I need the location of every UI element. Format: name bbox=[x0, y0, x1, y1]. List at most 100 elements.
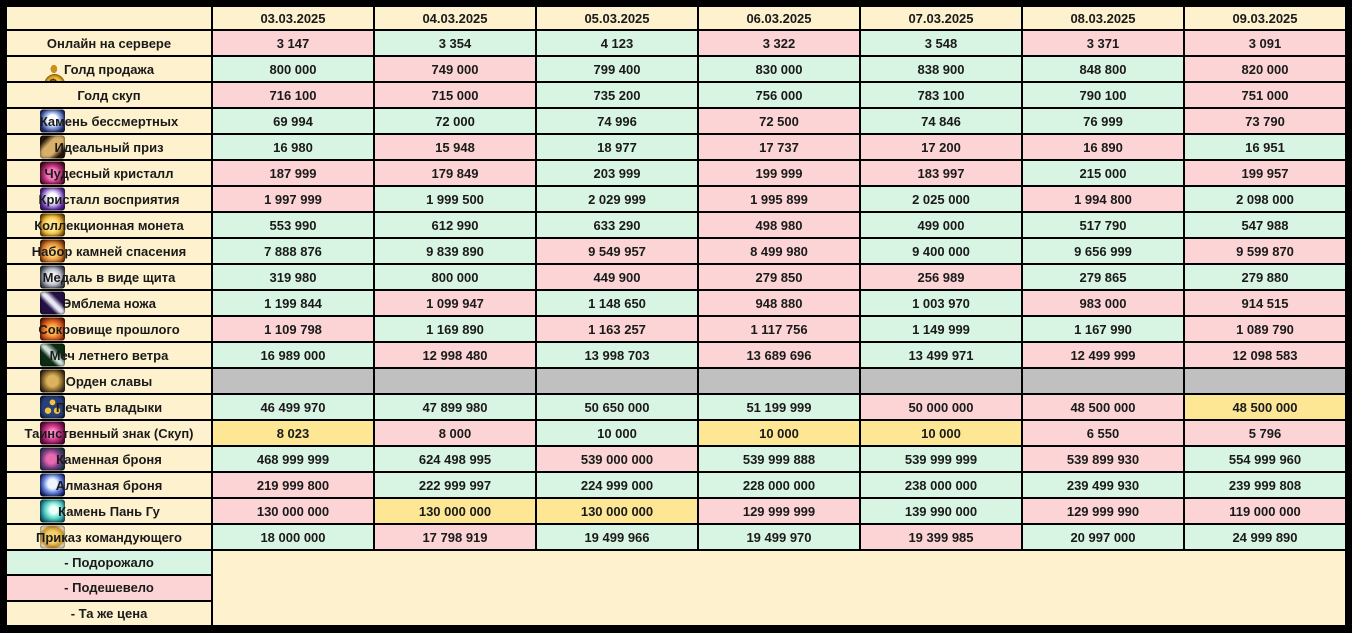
pangu-stone-icon bbox=[40, 499, 65, 523]
price-cell: 319 980 bbox=[213, 265, 375, 289]
price-cell bbox=[1185, 369, 1345, 393]
price-cell: 12 998 480 bbox=[375, 343, 537, 367]
perception-crystal-icon bbox=[40, 187, 65, 211]
row-label-cell: Голд скуп bbox=[7, 83, 213, 107]
price-cell: 1 167 990 bbox=[1023, 317, 1185, 341]
row-label: Голд скуп bbox=[77, 87, 141, 103]
table-row: Камень бессмертных 69 994 72 000 74 996 72 5… bbox=[7, 109, 1345, 135]
table-row: Приказ командующего 18 000 000 17 798 919 1… bbox=[7, 525, 1345, 551]
price-cell: 547 988 bbox=[1185, 213, 1345, 237]
ideal-prize-icon bbox=[40, 135, 65, 159]
price-cell: 179 849 bbox=[375, 161, 537, 185]
price-cell: 129 999 999 bbox=[699, 499, 861, 523]
price-cell: 715 000 bbox=[375, 83, 537, 107]
price-cell: 756 000 bbox=[699, 83, 861, 107]
legend-area: - Подорожало - Подешевело - Та же цена bbox=[7, 551, 1345, 625]
price-cell bbox=[375, 369, 537, 393]
row-label: Каменная броня bbox=[56, 451, 162, 467]
price-cell: 2 098 000 bbox=[1185, 187, 1345, 211]
price-cell: 130 000 000 bbox=[375, 499, 537, 523]
price-cell: 16 890 bbox=[1023, 135, 1185, 159]
price-cell: 539 999 888 bbox=[699, 447, 861, 471]
price-cell: 612 990 bbox=[375, 213, 537, 237]
price-cell: 6 550 bbox=[1023, 421, 1185, 445]
price-cell: 983 000 bbox=[1023, 291, 1185, 315]
price-cell bbox=[861, 369, 1023, 393]
price-cell: 838 900 bbox=[861, 57, 1023, 81]
price-cell: 948 880 bbox=[699, 291, 861, 315]
price-cell: 8 000 bbox=[375, 421, 537, 445]
price-cell: 17 798 919 bbox=[375, 525, 537, 549]
row-label: Сокровище прошлого bbox=[38, 321, 180, 337]
price-cell: 183 997 bbox=[861, 161, 1023, 185]
price-cell: 716 100 bbox=[213, 83, 375, 107]
price-cell: 18 977 bbox=[537, 135, 699, 159]
price-cell: 48 500 000 bbox=[1185, 395, 1345, 419]
price-cell: 9 599 870 bbox=[1185, 239, 1345, 263]
price-cell: 498 980 bbox=[699, 213, 861, 237]
price-cell: 499 000 bbox=[861, 213, 1023, 237]
price-cell: 24 999 890 bbox=[1185, 525, 1345, 549]
legend-column: - Подорожало - Подешевело - Та же цена bbox=[7, 551, 213, 625]
table-row: Меч летнего ветра 16 989 000 12 998 480 13 … bbox=[7, 343, 1345, 369]
price-cell: 539 999 999 bbox=[861, 447, 1023, 471]
row-label: Идеальный приз bbox=[54, 139, 164, 155]
price-cell: 1 994 800 bbox=[1023, 187, 1185, 211]
row-label-cell: Медаль в виде щита bbox=[7, 265, 213, 289]
price-cell: 1 089 790 bbox=[1185, 317, 1345, 341]
row-label-cell: Печать владыки bbox=[7, 395, 213, 419]
price-cell: 751 000 bbox=[1185, 83, 1345, 107]
table-row: Коллекционная монета 553 990 612 990 633 29… bbox=[7, 213, 1345, 239]
table-row: Орден славы bbox=[7, 369, 1345, 395]
price-cell: 74 846 bbox=[861, 109, 1023, 133]
table-row: Эмблема ножа 1 199 844 1 099 947 1 148 650 9… bbox=[7, 291, 1345, 317]
price-cell: 1 148 650 bbox=[537, 291, 699, 315]
price-cell: 3 354 bbox=[375, 31, 537, 55]
row-label-cell: Набор камней спасения bbox=[7, 239, 213, 263]
table-row: Алмазная броня 219 999 800 222 999 997 224 … bbox=[7, 473, 1345, 499]
price-cell: 13 689 696 bbox=[699, 343, 861, 367]
price-cell bbox=[699, 369, 861, 393]
price-cell: 449 900 bbox=[537, 265, 699, 289]
table-row: Таинственный знак (Скуп) 8 023 8 000 10 000… bbox=[7, 421, 1345, 447]
row-label: Коллекционная монета bbox=[34, 217, 184, 233]
row-label-cell: Чудесный кристалл bbox=[7, 161, 213, 185]
price-table: 03.03.2025 04.03.2025 05.03.2025 06.03.2025… bbox=[7, 7, 1345, 625]
table-row: Печать владыки 46 499 970 47 899 980 50 650… bbox=[7, 395, 1345, 421]
price-cell: 3 091 bbox=[1185, 31, 1345, 55]
price-cell: 9 400 000 bbox=[861, 239, 1023, 263]
price-cell: 219 999 800 bbox=[213, 473, 375, 497]
price-cell: 203 999 bbox=[537, 161, 699, 185]
price-cell: 3 147 bbox=[213, 31, 375, 55]
price-cell: 279 865 bbox=[1023, 265, 1185, 289]
price-cell: 16 980 bbox=[213, 135, 375, 159]
row-label: Таинственный знак (Скуп) bbox=[24, 425, 194, 441]
price-cell: 51 199 999 bbox=[699, 395, 861, 419]
price-cell: 16 989 000 bbox=[213, 343, 375, 367]
row-label-cell: Голд продажа bbox=[7, 57, 213, 81]
price-cell: 279 850 bbox=[699, 265, 861, 289]
price-cell: 624 498 995 bbox=[375, 447, 537, 471]
table-row: Медаль в виде щита 319 980 800 000 449 900 2… bbox=[7, 265, 1345, 291]
price-cell: 16 951 bbox=[1185, 135, 1345, 159]
price-cell: 47 899 980 bbox=[375, 395, 537, 419]
row-label-cell: Меч летнего ветра bbox=[7, 343, 213, 367]
row-label: Голд продажа bbox=[63, 61, 155, 77]
price-cell: 12 098 583 bbox=[1185, 343, 1345, 367]
price-cell: 12 499 999 bbox=[1023, 343, 1185, 367]
legend-item-default: - Та же цена bbox=[7, 601, 211, 625]
row-label: Орден славы bbox=[65, 373, 153, 389]
commander-order-icon bbox=[40, 525, 65, 549]
price-cell: 224 999 000 bbox=[537, 473, 699, 497]
price-cell: 539 899 930 bbox=[1023, 447, 1185, 471]
price-cell: 8 499 980 bbox=[699, 239, 861, 263]
price-cell: 74 996 bbox=[537, 109, 699, 133]
price-cell: 46 499 970 bbox=[213, 395, 375, 419]
price-cell: 256 989 bbox=[861, 265, 1023, 289]
price-cell: 20 997 000 bbox=[1023, 525, 1185, 549]
gold-bag-icon bbox=[33, 58, 69, 81]
row-label-cell: Сокровище прошлого bbox=[7, 317, 213, 341]
price-cell: 9 839 890 bbox=[375, 239, 537, 263]
price-cell: 4 123 bbox=[537, 31, 699, 55]
lord-seal-icon bbox=[40, 395, 65, 419]
